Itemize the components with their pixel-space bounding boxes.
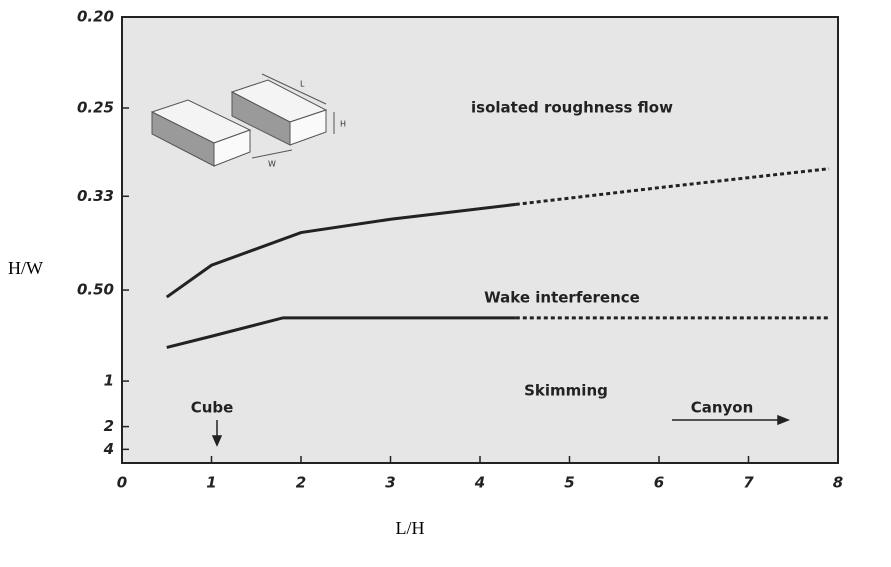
x-tick-label: 8 xyxy=(833,474,843,492)
series-line xyxy=(165,202,516,299)
inset-label: H xyxy=(340,120,346,129)
y-tick-label: 2 xyxy=(104,417,114,435)
annotation: Canyon xyxy=(691,399,754,417)
x-tick-label: 6 xyxy=(654,474,664,492)
y-tick-label: 0.25 xyxy=(77,99,114,117)
inset-label: W xyxy=(268,160,276,169)
y-tick-label: 4 xyxy=(103,440,114,458)
y-axis-label: H/W xyxy=(8,258,43,278)
plot-area xyxy=(122,17,838,463)
arrow-head xyxy=(211,435,223,447)
series-line xyxy=(166,316,516,349)
x-tick-label: 0 xyxy=(117,474,127,492)
inset xyxy=(150,73,335,167)
block-end xyxy=(289,109,327,146)
x-tick-label: 7 xyxy=(743,474,754,492)
inset-label: L xyxy=(300,80,305,89)
y-tick-label: 1 xyxy=(104,372,114,390)
block-end xyxy=(213,129,251,167)
x-tick-label: 3 xyxy=(385,474,395,492)
annotation: Wake interference xyxy=(484,289,640,307)
annotation: isolated roughness flow xyxy=(471,99,673,117)
x-tick-label: 2 xyxy=(296,474,306,492)
y-tick-label: 0.50 xyxy=(77,281,114,299)
arrows xyxy=(211,414,791,447)
x-tick-label: 5 xyxy=(564,474,574,492)
annotation: Skimming xyxy=(524,382,608,400)
x-axis-label: L/H xyxy=(396,518,425,538)
annotation: Cube xyxy=(191,399,234,417)
dim-line xyxy=(261,73,327,105)
x-tick-label: 1 xyxy=(206,474,216,492)
y-tick-label: 0.33 xyxy=(77,187,114,205)
x-tick-label: 4 xyxy=(474,474,485,492)
y-tick-label: 0.20 xyxy=(77,8,114,26)
arrow-head xyxy=(777,414,791,426)
dim-line xyxy=(251,149,293,159)
